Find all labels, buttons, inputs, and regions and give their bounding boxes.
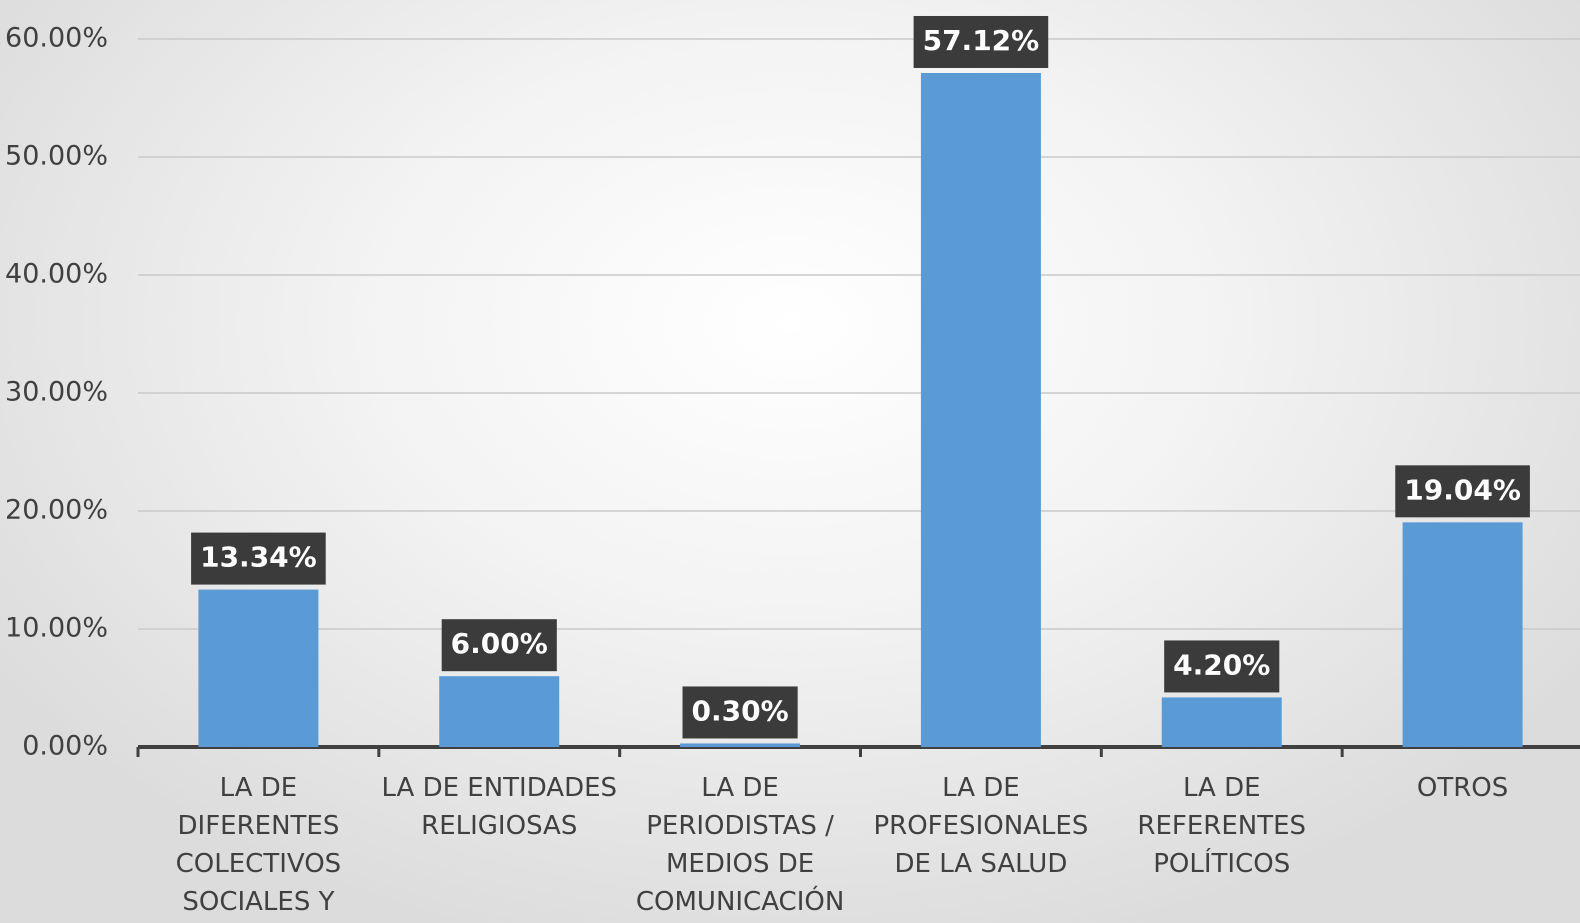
y-tick-label: 30.00% <box>5 377 108 408</box>
y-tick-label: 50.00% <box>5 141 108 172</box>
x-tick-label: LA DE REFERENTES POLÍTICOS <box>1101 769 1342 883</box>
x-tick-label: LA DE ENTIDADES RELIGIOSAS <box>379 769 620 845</box>
value-label-text: 6.00% <box>451 627 548 660</box>
x-tick-label: LA DE DIFERENTES COLECTIVOS SOCIALES Y O… <box>138 769 379 923</box>
value-label: 0.30% <box>683 686 798 738</box>
value-label: 6.00% <box>442 619 557 671</box>
value-label-text: 13.34% <box>200 541 317 574</box>
bar <box>921 73 1041 747</box>
x-tick-label: LA DE PROFESIONALES DE LA SALUD <box>861 769 1102 883</box>
x-tick-label: LA DE PERIODISTAS / MEDIOS DE COMUNICACI… <box>620 769 861 921</box>
y-tick-label: 60.00% <box>5 23 108 54</box>
value-label-text: 19.04% <box>1404 473 1521 506</box>
y-tick-label: 40.00% <box>5 259 108 290</box>
y-tick-label: 10.00% <box>5 613 108 644</box>
value-label: 13.34% <box>191 533 326 585</box>
y-tick-label: 0.00% <box>22 731 108 762</box>
bar <box>198 590 318 747</box>
value-label-text: 57.12% <box>923 24 1040 57</box>
value-label-text: 4.20% <box>1173 648 1270 681</box>
value-label: 57.12% <box>914 16 1049 68</box>
bar <box>1403 522 1523 747</box>
bar <box>439 676 559 747</box>
bar <box>1162 697 1282 747</box>
bar <box>680 743 800 747</box>
x-tick-label: OTROS <box>1342 769 1580 807</box>
value-label: 19.04% <box>1395 465 1530 517</box>
value-label-text: 0.30% <box>692 694 789 727</box>
page: 0.00% 10.00% 20.00% 30.00% 40.00% 50.00% 60.00… <box>0 0 1580 923</box>
value-label: 4.20% <box>1164 640 1279 692</box>
y-tick-label: 20.00% <box>5 495 108 526</box>
